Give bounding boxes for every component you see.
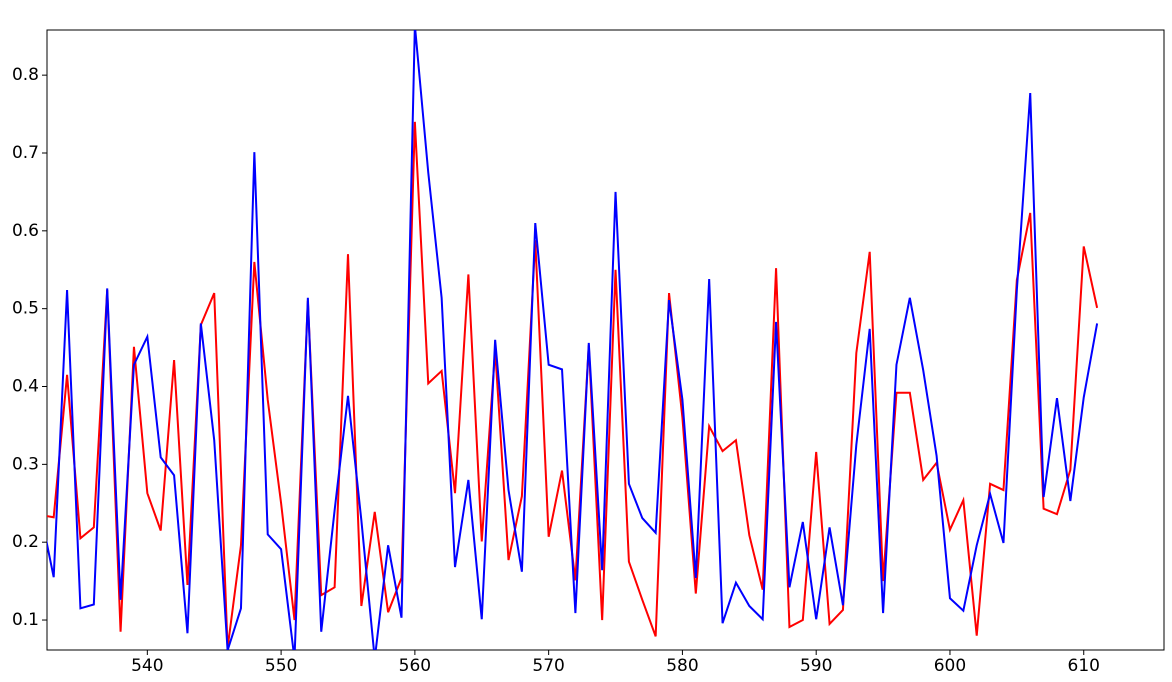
x-tick-label: 590 bbox=[800, 656, 832, 676]
y-tick-label: 0.8 bbox=[12, 65, 39, 85]
data-line bbox=[47, 30, 1099, 650]
x-tick-label: 580 bbox=[666, 656, 698, 676]
y-tick-label: 0.5 bbox=[12, 299, 39, 319]
x-tick-label: 550 bbox=[265, 656, 297, 676]
plot-frame bbox=[46, 29, 1165, 651]
y-tick-label: 0.6 bbox=[12, 221, 39, 241]
x-tick-label: 540 bbox=[131, 656, 163, 676]
plot-area bbox=[47, 30, 1099, 650]
data-line bbox=[47, 121, 1099, 649]
x-tick-label: 570 bbox=[532, 656, 564, 676]
y-tick-label: 0.2 bbox=[12, 532, 39, 552]
y-tick-label: 0.7 bbox=[12, 143, 39, 163]
x-tick-label: 600 bbox=[934, 656, 966, 676]
y-tick-label: 0.1 bbox=[12, 610, 39, 630]
y-tick-label: 0.4 bbox=[12, 377, 39, 397]
x-tick-label: 560 bbox=[399, 656, 431, 676]
y-tick-label: 0.3 bbox=[12, 454, 39, 474]
x-tick-label: 610 bbox=[1068, 656, 1100, 676]
